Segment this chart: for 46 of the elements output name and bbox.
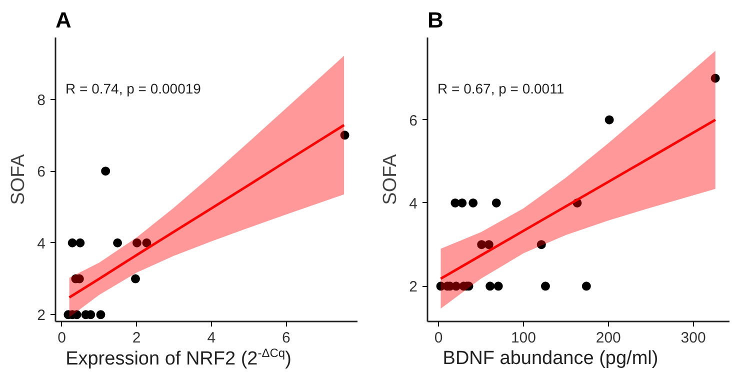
- line-series: [440, 118, 717, 280]
- point: [582, 282, 591, 291]
- point: [468, 198, 478, 208]
- point: [132, 238, 142, 248]
- point: [113, 238, 122, 248]
- y-tick-label: 2: [409, 278, 418, 296]
- x-tick-label: 6: [282, 330, 290, 346]
- x-axis-title: BDNF abundance (pg/ml): [442, 347, 660, 371]
- point: [340, 130, 350, 140]
- x-tick-label: 100: [510, 330, 536, 346]
- line-series: [68, 124, 346, 299]
- point: [486, 282, 495, 291]
- point: [76, 238, 85, 248]
- point: [492, 198, 501, 208]
- point: [477, 240, 486, 250]
- y-tick-label: 8: [37, 92, 46, 109]
- y-tick-label: 4: [37, 235, 46, 252]
- chart-title: B: [428, 8, 444, 32]
- point: [484, 240, 494, 250]
- y-tick-label: 6: [409, 112, 418, 130]
- point: [130, 274, 140, 284]
- y-axis-title: SOFA: [8, 154, 30, 205]
- y-tick-label: 4: [409, 195, 418, 212]
- point: [458, 198, 467, 208]
- point: [101, 166, 110, 176]
- y-axis-title: SOFA: [380, 154, 402, 205]
- point: [494, 282, 503, 291]
- x-tick-label: 4: [207, 330, 216, 346]
- x-tick-label: 0: [434, 330, 443, 346]
- y-tick-label: 6: [37, 164, 46, 181]
- point: [540, 282, 550, 291]
- x-tick-label: 0: [58, 330, 66, 346]
- chart-title: A: [56, 8, 72, 32]
- annotation: R = 0.67, p = 0.0011: [438, 80, 564, 96]
- x-axis-title: Expression of NRF2 (2$^{-ΔCq}$): [64, 345, 292, 372]
- point: [536, 240, 546, 250]
- x-tick-label: 2: [132, 330, 141, 346]
- x-tick-label: 300: [680, 330, 706, 346]
- point: [710, 74, 720, 83]
- point: [68, 238, 77, 248]
- annotation: R = 0.74, p = 0.00019: [66, 80, 202, 96]
- point: [96, 310, 106, 320]
- y-tick-label: 2: [37, 307, 46, 324]
- point: [604, 115, 614, 124]
- point: [142, 238, 152, 248]
- x-tick-label: 200: [596, 330, 621, 346]
